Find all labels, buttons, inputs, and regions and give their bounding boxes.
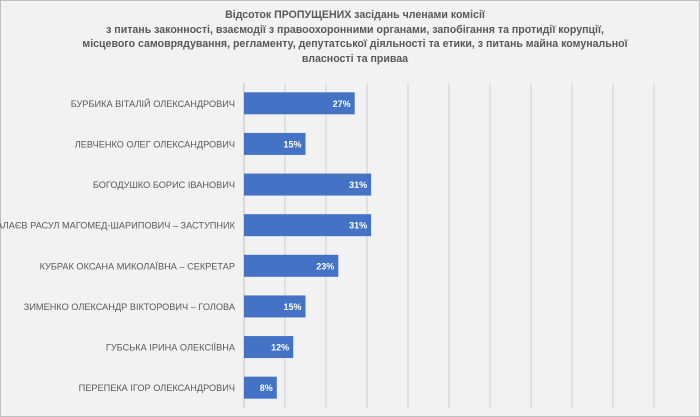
chart-title: Відсоток ПРОПУЩЕНИХ засідань членами ком… xyxy=(60,8,650,66)
bar-value-label: 27% xyxy=(333,99,351,109)
bar xyxy=(244,173,372,196)
category-label: ЛЕВЧЕНКО ОЛЕГ ОЛЕКСАНДРОВИЧ xyxy=(75,139,235,149)
bar xyxy=(244,214,372,237)
chart-title-line-1: Відсоток ПРОПУЩЕНИХ засідань членами ком… xyxy=(225,9,485,21)
category-label: БОГОДУШКО БОРИС ІВАНОВИЧ xyxy=(93,180,235,190)
chart-title-line-3: місцевого самоврядування, регламенту, де… xyxy=(82,38,628,50)
category-label: ЗИМЕНКО ОЛЕКСАНДР ВІКТОРОВИЧ – ГОЛОВА xyxy=(24,302,236,312)
bar-value-label: 23% xyxy=(316,261,334,271)
bar-value-label: 31% xyxy=(349,221,367,231)
chart-title-line-4: власності та приваа xyxy=(301,52,409,65)
bar xyxy=(244,92,355,115)
category-label: КУБРАК ОКСАНА МИКОЛАЇВНА – СЕКРЕТАР xyxy=(40,261,235,271)
category-label: БУРБИКА ВІТАЛІЙ ОЛЕКСАНДРОВИЧ xyxy=(71,98,235,109)
bar-value-label: 15% xyxy=(283,302,301,312)
bar xyxy=(244,132,306,155)
category-label: ГАЛАЄВ РАСУЛ МАГОМЕД-ШАРИПОВИЧ – ЗАСТУПН… xyxy=(0,221,236,231)
category-label: ПЕРЕПЕКА ІГОР ОЛЕКСАНДРОВИЧ xyxy=(79,383,235,393)
bar-value-label: 31% xyxy=(349,180,367,190)
bar xyxy=(244,295,306,318)
category-label: ГУБСЬКА ІРИНА ОЛЕКСІЇВНА xyxy=(106,343,236,353)
bar xyxy=(244,336,294,359)
bar xyxy=(244,376,277,399)
bar-value-label: 8% xyxy=(260,383,273,393)
bar xyxy=(244,254,339,277)
bar-value-label: 15% xyxy=(283,139,301,149)
bar-value-label: 12% xyxy=(271,343,289,353)
chart-title-line-2: з питань законності, взаємодії з правоох… xyxy=(106,23,604,36)
